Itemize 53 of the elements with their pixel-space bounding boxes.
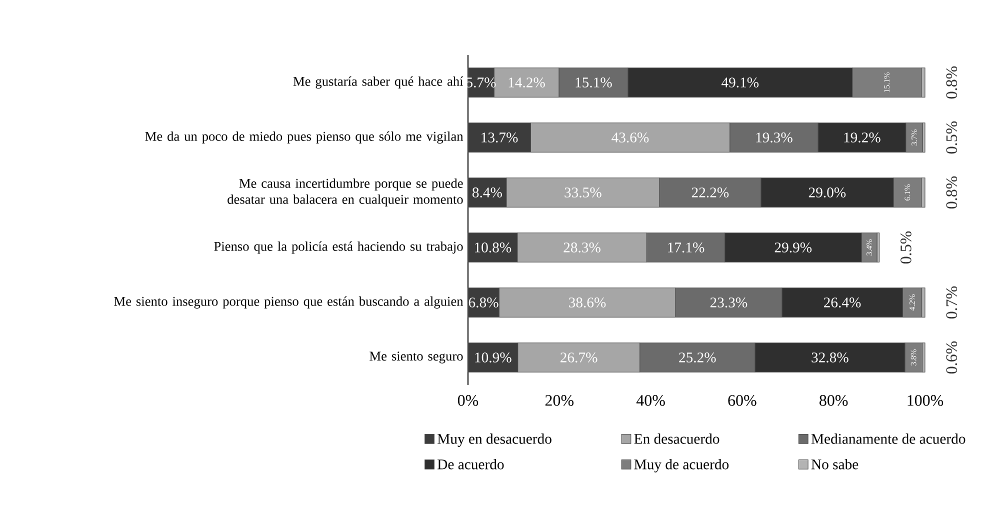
x-tick-label: 40% [636, 395, 665, 406]
data-label: 17.1% [668, 242, 704, 252]
data-label: 32.8% [812, 352, 848, 362]
legend-label: No sabe [811, 459, 858, 470]
data-label: 0.8% [946, 176, 958, 209]
data-label: 4.2% [909, 294, 915, 311]
data-label: 33.5% [564, 188, 602, 198]
data-label: 26.7% [560, 352, 598, 362]
data-label: 10.8% [475, 242, 512, 252]
data-label: 10.9% [475, 352, 512, 362]
legend-label: Medianamente de acuerdo [811, 434, 966, 444]
y-tick-label: Me causa incertidumbre porque se puede desatar una balacera en cualqueir momento [228, 178, 463, 207]
data-label: 49.1% [722, 78, 759, 88]
data-label: 0.5% [900, 231, 912, 264]
data-label: 43.6% [612, 132, 649, 142]
y-tick-label: Pienso que la policía está haciendo su trabajo [214, 241, 463, 254]
data-label: 0.6% [946, 341, 958, 374]
data-label: 6.1% [904, 184, 910, 200]
data-label: 25.2% [679, 352, 716, 362]
data-label: 29.0% [808, 188, 846, 198]
data-label: 13.7% [482, 132, 518, 142]
data-label: 38.6% [569, 298, 606, 308]
data-label: 26.4% [824, 298, 861, 308]
data-label: 15.1% [576, 78, 612, 88]
data-label: 15.1% [884, 72, 890, 92]
legend-label: Muy de acuerdo [634, 459, 729, 472]
y-tick-label: Me gustaría saber qué hace ahí [293, 76, 464, 89]
data-label: 29.9% [774, 242, 812, 252]
legend-label: De acuerdo [438, 459, 504, 470]
x-tick-label: 0% [458, 395, 478, 406]
y-tick-label: Me siento inseguro porque pienso que están buscando a alguien [114, 296, 464, 309]
data-label: 3.8% [910, 349, 916, 366]
data-label: 3.4% [866, 239, 872, 256]
legend-label: En desacuerdo [634, 434, 720, 444]
x-tick-label: 100% [908, 395, 944, 406]
data-label: 28.3% [564, 242, 600, 252]
data-label: 19.3% [756, 132, 792, 142]
x-tick-label: 60% [728, 395, 756, 406]
data-label: 0.5% [946, 121, 958, 154]
data-label: 0.7% [946, 286, 958, 319]
data-label: 8.4% [472, 188, 502, 198]
y-tick-label: Me da un poco de miedo pues pienso que sólo me vigilan [145, 131, 464, 144]
x-tick-label: 20% [545, 395, 574, 406]
data-label: 19.2% [844, 132, 880, 142]
data-label: 14.2% [508, 78, 545, 88]
data-label: 3.7% [912, 129, 917, 146]
data-label: 23.3% [710, 298, 748, 308]
x-tick-label: 80% [820, 395, 848, 406]
data-label: 22.2% [692, 188, 729, 198]
legend-label: Muy en desacuerdo [438, 434, 552, 447]
data-label: 0.8% [946, 66, 958, 99]
data-label: 6.8% [468, 298, 498, 308]
y-tick-label: Me siento seguro [370, 352, 463, 364]
